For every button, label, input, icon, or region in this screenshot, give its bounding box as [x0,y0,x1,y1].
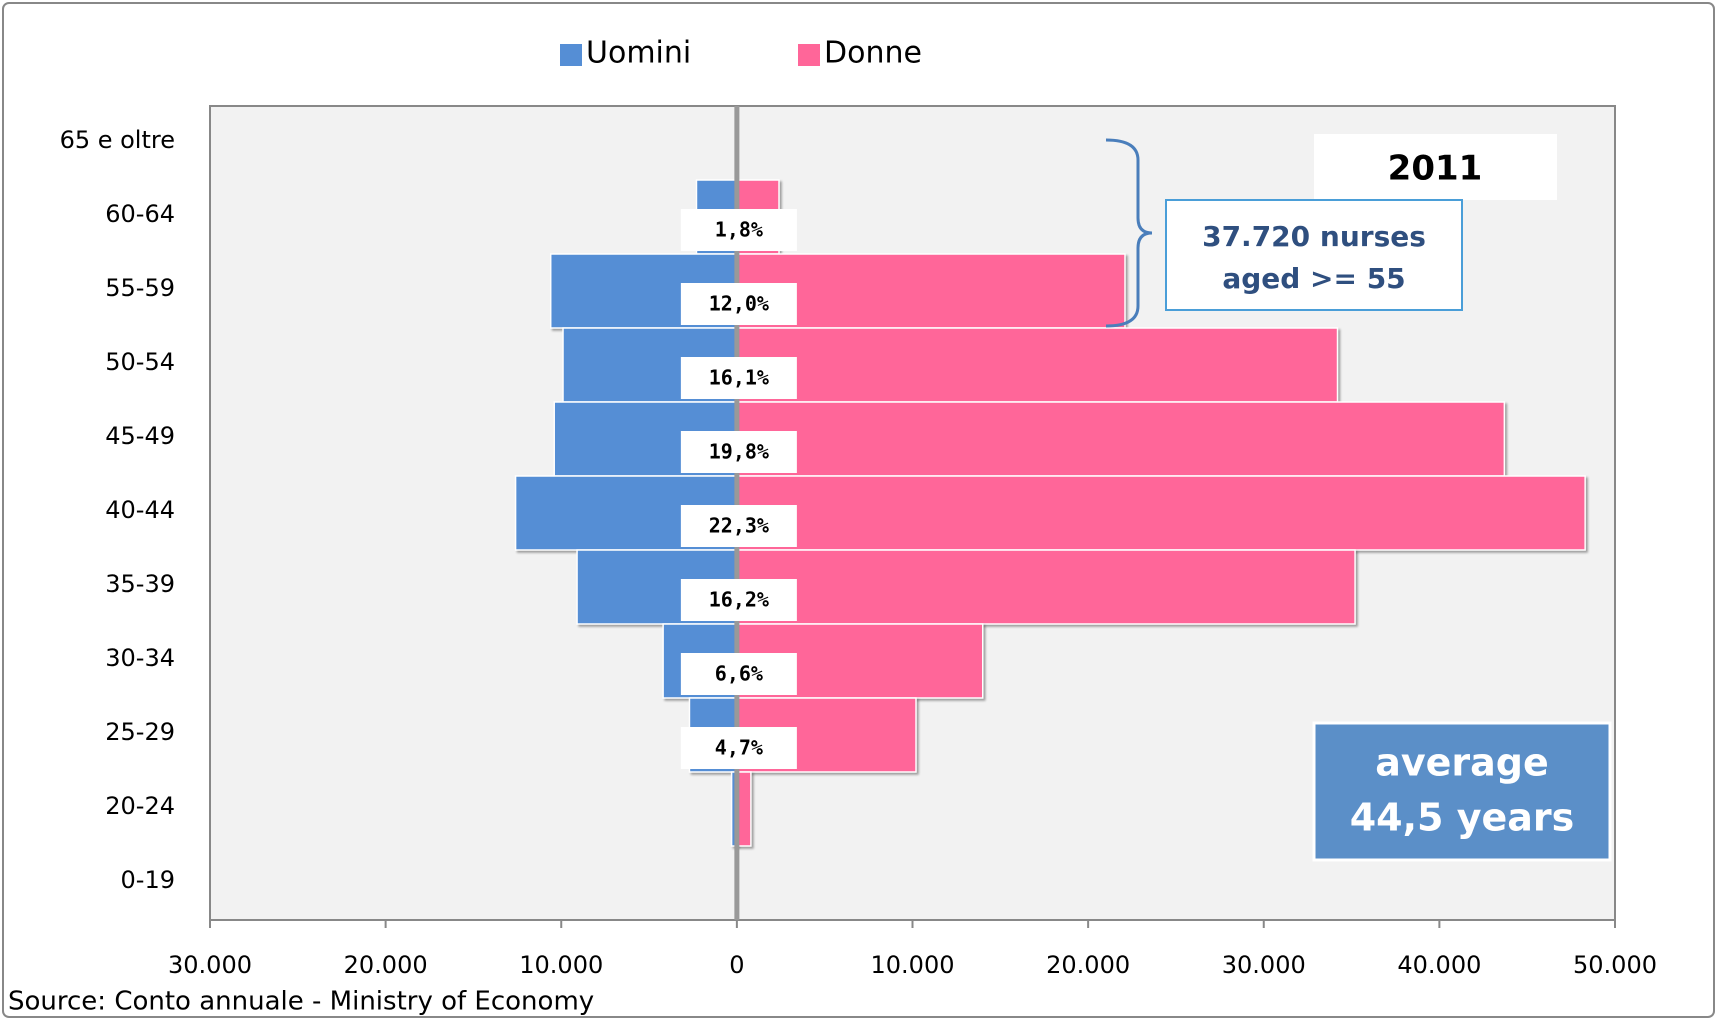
y-tick-label: 60-64 [105,200,175,228]
share-box [680,357,797,399]
y-tick-label: 50-54 [105,348,175,376]
note-line: 37.720 nurses [1202,220,1426,253]
share-label: 6,6% [715,662,763,686]
bracket [1105,138,1153,328]
x-tick-label: 20.000 [1046,951,1130,979]
marks: 30.000 20.000 10.000 0 10.000 20.000 30.000 40.… [60,36,1657,980]
x-tick-label: 30.000 [168,951,252,979]
legend-label: Donne [824,36,922,71]
y-tick-label: 65 e oltre [60,126,175,154]
y-tick-label: 30-34 [105,644,175,672]
bar [736,475,1586,551]
x-tick-label: 0 [729,951,744,979]
share-label: 4,7% [715,736,763,760]
average-line: 44,5 years [1350,796,1575,840]
y-tick-label: 0-19 [121,866,175,894]
share-box [680,505,797,547]
legend-swatch [560,44,582,66]
share-label: 12,0% [709,292,769,316]
x-tick-label: 10.000 [519,951,603,979]
average-line: average [1375,741,1549,785]
y-tick-label: 45-49 [105,422,175,450]
share-box [680,283,797,325]
bar [736,327,1339,403]
share-label: 1,8% [715,218,763,242]
share-label: 22,3% [709,514,769,538]
share-label: 16,1% [709,366,769,390]
note-box [1165,199,1463,311]
x-tick-label: 10.000 [871,951,955,979]
share-box [680,579,797,621]
y-tick-label: 55-59 [105,274,175,302]
y-tick-label: 20-24 [105,792,175,820]
x-tick-label: 50.000 [1573,951,1657,979]
legend-label: Uomini [586,36,691,71]
share-box [680,653,797,695]
share-box [680,209,797,251]
year-label: 2011 [1388,149,1483,189]
share-label: 19,8% [709,440,769,464]
note-line: aged >= 55 [1222,262,1405,295]
x-tick-label: 40.000 [1397,951,1481,979]
legend-swatch [798,44,820,66]
x-tick-label: 30.000 [1222,951,1306,979]
source: Source: Conto annuale - Ministry of Econ… [8,987,594,1017]
bar [736,549,1356,625]
x-tick-label: 20.000 [344,951,428,979]
average-box [1312,721,1612,862]
y-tick-label: 35-39 [105,570,175,598]
year-box [1314,134,1557,200]
y-tick-label: 25-29 [105,718,175,746]
share-box [680,727,797,769]
share-box [680,431,797,473]
share-label: 16,2% [709,588,769,612]
bar [736,401,1506,477]
y-tick-label: 40-44 [105,496,175,524]
